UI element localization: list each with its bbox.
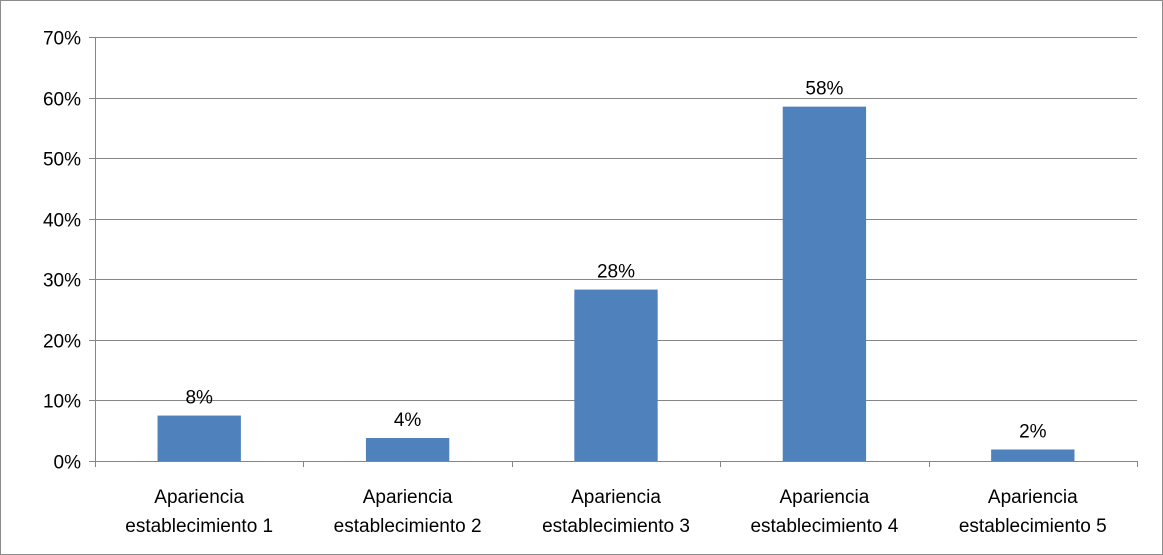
y-tick-label: 70%: [43, 29, 81, 50]
x-tick-label: Apariencia: [363, 487, 453, 508]
bar: [157, 415, 241, 461]
bar: [782, 106, 867, 462]
x-tick-label: Apariencia: [571, 487, 661, 508]
data-label: 58%: [805, 79, 843, 100]
data-label: 2%: [1019, 421, 1047, 442]
bar: [574, 289, 658, 461]
axes: [89, 37, 1138, 467]
x-tick-label: establecimiento 2: [334, 516, 482, 537]
x-tick-label: establecimiento 1: [125, 516, 273, 537]
y-tick-label: 20%: [43, 332, 81, 353]
x-tick-label: establecimiento 5: [959, 516, 1107, 537]
y-tick-label: 40%: [43, 211, 81, 232]
x-tick-label: Apariencia: [780, 487, 870, 508]
y-tick-label: 10%: [43, 392, 81, 413]
x-tick-label: Apariencia: [154, 487, 244, 508]
y-tick-label: 30%: [43, 271, 81, 292]
bars: [157, 106, 1075, 462]
data-label: 4%: [394, 410, 422, 431]
bar: [365, 437, 450, 461]
x-tick-labels: Apariencia establecimiento 1 Apariencia est…: [125, 487, 1106, 537]
y-tick-labels: 0% 10% 20% 30% 40% 50% 60% 70%: [43, 29, 81, 474]
gridlines: [95, 37, 1137, 401]
y-tick-label: 60%: [43, 90, 81, 111]
bar: [991, 449, 1075, 461]
y-tick-label: 50%: [43, 150, 81, 171]
data-label: 8%: [185, 388, 213, 409]
x-tick-label: establecimiento 4: [750, 516, 898, 537]
y-tick-label: 0%: [54, 453, 82, 474]
data-label: 28%: [597, 262, 635, 283]
data-labels: 8% 4% 28% 58% 2%: [185, 79, 1046, 443]
x-tick-label: establecimiento 3: [542, 516, 690, 537]
x-tick-label: Apariencia: [988, 487, 1078, 508]
